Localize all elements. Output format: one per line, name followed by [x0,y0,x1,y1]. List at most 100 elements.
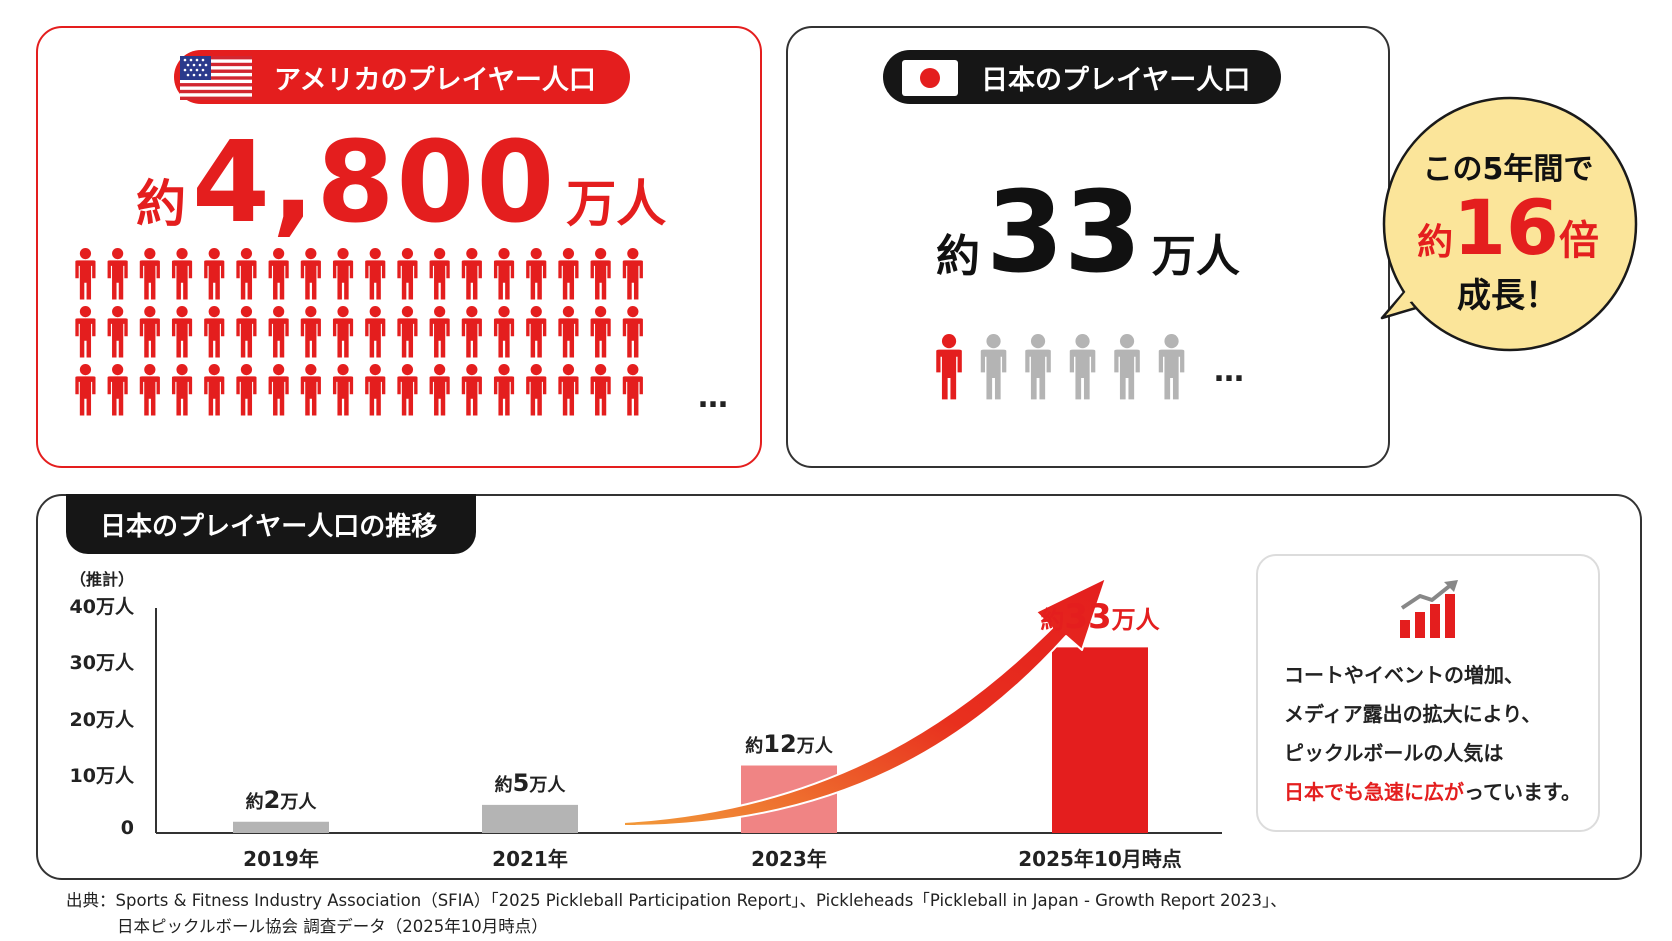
us-population-value: 約 4,800 万人 [136,118,666,248]
x-tick-label: 2021年 [492,847,568,871]
person-icon [936,334,962,400]
us-unit: 万人 [566,175,667,233]
person-icon [493,248,515,300]
data-label: 約33万人 [990,597,1210,637]
person-icon [365,364,386,416]
bubble-line3: 成長！ [1457,275,1559,316]
person-icon [300,306,321,358]
person-icon [75,248,96,300]
data-label-unit: 万人 [280,791,317,813]
person-icon [107,364,128,416]
chart-title-tab: 日本のプレイヤー人口の推移 [66,494,476,554]
info-line4-rest: っています。 [1464,780,1581,804]
person-icon [171,364,193,416]
person-icon [558,306,579,358]
growth-arrow-icon [623,577,1107,827]
person-icon [236,306,257,358]
data-label-number: 33 [1064,597,1112,638]
person-icon [1158,334,1185,400]
data-label-prefix: 約 [494,774,513,796]
person-icon [461,364,482,416]
person-icon [268,248,289,300]
person-icon [1069,334,1096,400]
person-icon [75,306,96,358]
person-icon [300,248,321,300]
bar [482,804,578,833]
person-icon [107,306,128,358]
data-label-number: 5 [512,768,530,797]
japan-unit: 万人 [1151,231,1240,282]
data-label-number: 2 [263,785,281,814]
bar [233,821,329,833]
person-icon [365,248,386,300]
x-tick-label: 2025年10月時点 [1018,847,1182,871]
bubble-unit: 倍 [1558,217,1599,264]
japan-flag-icon [902,60,958,96]
bubble-line2: 約 16 倍 [1417,182,1599,272]
person-icon [236,364,257,416]
person-icon [493,306,515,358]
person-icon [365,306,386,358]
person-icon [461,306,482,358]
person-icon [397,248,418,300]
person-icon [526,306,547,358]
person-icon [332,306,354,358]
source-line1: 出典：Sports & Fitness Industry Association… [66,891,1287,910]
person-icon [526,364,547,416]
bubble-line1: この5年間で [1422,151,1594,187]
data-label-prefix: 約 [245,791,264,813]
japan-title: 日本のプレイヤー人口 [981,64,1251,96]
person-icon [171,248,193,300]
person-icon [204,306,225,358]
info-line4: 日本でも急速に広がっています。 [1284,773,1581,812]
person-icon [204,364,225,416]
data-label: 約12万人 [679,730,899,758]
us-prefix: 約 [136,175,186,233]
person-icon [1025,334,1051,400]
bubble-prefix: 約 [1417,221,1454,263]
info-line2: メディア露出の拡大により、 [1284,702,1542,726]
y-tick-label: 40万人 [69,596,134,618]
info-text: コートやイベントの増加、 メディア露出の拡大により、 ピックルボールの人気は 日… [1284,656,1581,812]
info-line3: ピックルボールの人気は [1284,741,1504,765]
data-label-unit: 万人 [1111,606,1160,635]
person-icon [590,248,611,300]
data-label-prefix: 約 [745,735,764,757]
axis-note: （推計） [70,570,135,589]
person-icon [526,248,547,300]
person-icon [558,248,579,300]
bubble-number: 16 [1453,182,1559,272]
us-number: 4,800 [192,118,557,248]
person-icon [107,248,128,300]
data-label-number: 12 [763,729,797,758]
person-icon [75,364,96,416]
person-icon [429,364,450,416]
person-icon [171,306,193,358]
person-icon [493,364,515,416]
japan-population-value: 約 33 万人 [936,168,1240,298]
growth-chart-icon [1400,580,1458,638]
source-citation: 出典：Sports & Fitness Industry Association… [66,888,1287,940]
x-tick-label: 2023年 [751,847,827,871]
person-icon [300,364,321,416]
person-icon [590,364,611,416]
source-line2: 日本ピックルボール協会 調査データ（2025年10月時点） [117,917,548,936]
person-icon [139,248,160,300]
us-flag-icon [180,56,252,100]
person-icon [332,364,354,416]
person-icon [268,364,289,416]
person-icon [139,306,160,358]
data-label: 約2万人 [171,786,391,814]
person-icon [204,248,225,300]
person-icon [461,248,482,300]
data-label-unit: 万人 [796,735,833,757]
person-icon [1114,334,1140,400]
data-label-unit: 万人 [529,774,566,796]
person-icon [236,248,257,300]
person-icon [429,306,450,358]
japan-people-row [936,334,1185,400]
info-line4-highlight: 日本でも急速に広が [1284,780,1464,804]
person-icon [622,248,643,300]
japan-population-card: 日本のプレイヤー人口 約 33 万人 … [786,26,1390,468]
y-tick-label: 30万人 [69,652,134,675]
